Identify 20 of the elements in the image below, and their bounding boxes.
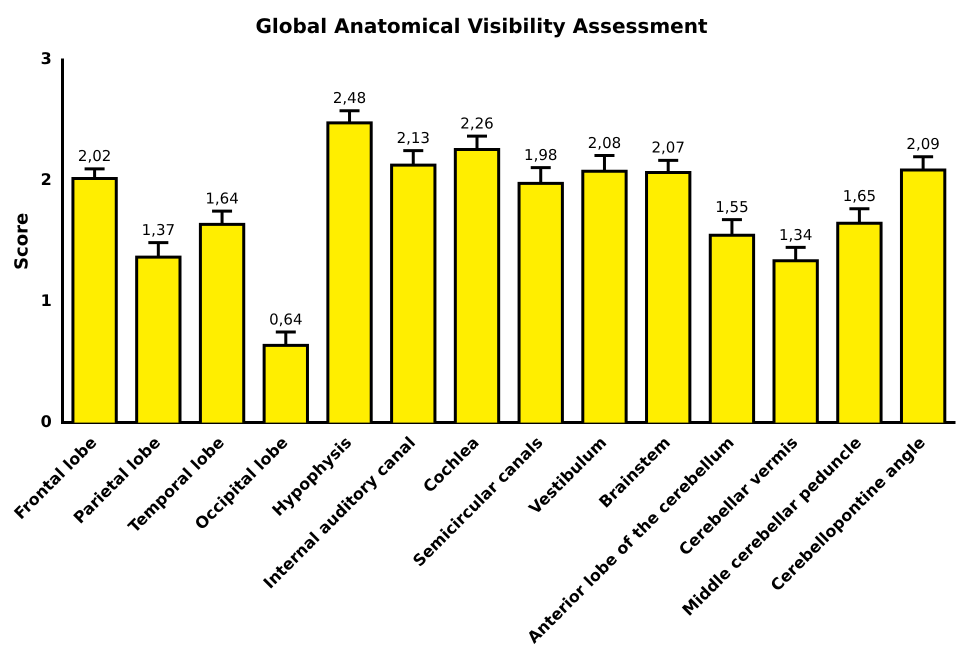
data-label: 1,64: [205, 190, 239, 208]
data-label: 2,48: [332, 89, 366, 108]
data-label: 2,07: [651, 138, 685, 157]
y-axis-title: Score: [11, 212, 32, 270]
y-tick-label: 0: [40, 412, 52, 431]
data-label: 1,55: [715, 198, 749, 216]
data-label: 1,34: [778, 226, 812, 244]
y-tick-label: 1: [40, 290, 52, 310]
data-label: 2,02: [78, 147, 112, 166]
chart-title: Global Anatomical Visibility Assessment: [255, 14, 708, 38]
data-label: 2,09: [906, 135, 940, 154]
data-label: 1,65: [842, 187, 876, 206]
data-label: 1,37: [142, 220, 176, 239]
data-label: 2,13: [396, 129, 430, 148]
y-tick-label: 3: [40, 49, 52, 68]
data-label: 0,64: [269, 310, 303, 328]
y-tick-label: 2: [40, 170, 52, 190]
data-label: 1,98: [524, 146, 558, 164]
data-label: 2,08: [588, 134, 622, 152]
data-label: 2,26: [460, 114, 494, 133]
